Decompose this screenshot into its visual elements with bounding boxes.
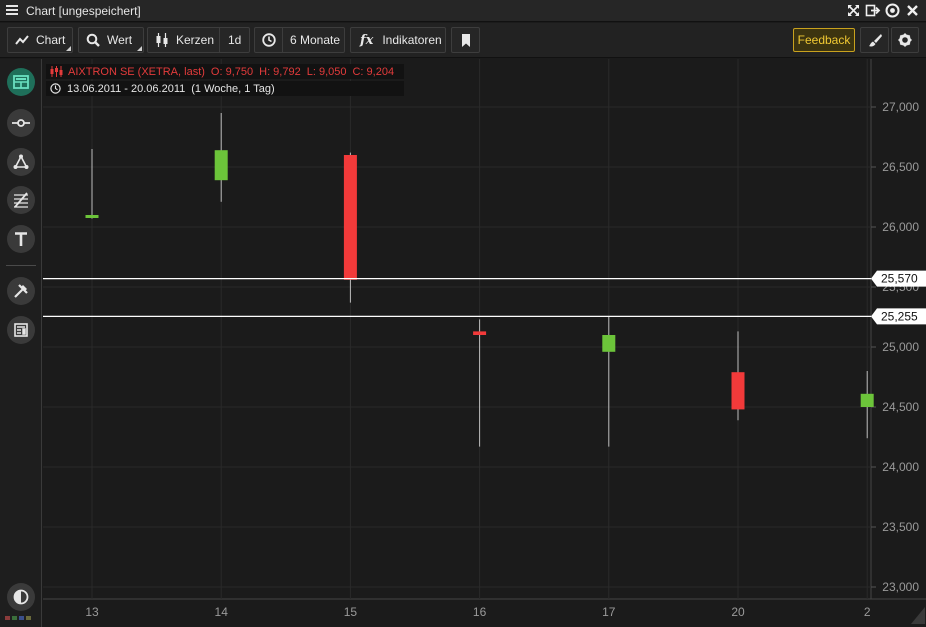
- price-marker-label: 25,570: [881, 272, 918, 286]
- function-icon: fx: [360, 32, 374, 48]
- interval-button[interactable]: 1d: [228, 33, 242, 47]
- y-tick-label: 24,500: [882, 400, 919, 414]
- indicators-label: Indikatoren: [382, 33, 442, 47]
- x-tick-label: 13: [85, 605, 99, 619]
- status-dots-icon: [5, 616, 31, 620]
- chart-legend: AIXTRON SE (XETRA, last) O: 9,750 H: 9,7…: [46, 64, 405, 98]
- layout-list-icon: [14, 323, 28, 337]
- price-marker-label: 25,255: [881, 309, 918, 323]
- chart-toolbar: Chart Wert Kerzen 1d 6 Monate fx Indikat: [0, 23, 926, 58]
- record-icon[interactable]: [884, 2, 901, 19]
- fullscreen-icon[interactable]: [845, 2, 862, 19]
- chart-type-label: Chart: [36, 33, 66, 47]
- toolbar-separator: [282, 28, 283, 52]
- chart-layout-button[interactable]: [7, 68, 35, 96]
- resolution-label: (1 Woche, 1 Tag): [191, 82, 275, 95]
- candle-body: [860, 393, 874, 407]
- contrast-icon: [13, 589, 29, 605]
- open-value: O: 9,750: [210, 65, 254, 78]
- candle-body: [343, 155, 357, 280]
- shape-tool-button[interactable]: [7, 148, 35, 176]
- settings-button[interactable]: [891, 27, 919, 53]
- candle-body: [214, 150, 228, 181]
- x-tick-label: 15: [344, 605, 358, 619]
- theme-toggle-button[interactable]: [7, 583, 35, 611]
- bookmark-button[interactable]: [451, 27, 480, 53]
- candles-group: Kerzen 1d: [147, 27, 250, 53]
- window-title: Chart [ungespeichert]: [26, 4, 141, 18]
- draw-button[interactable]: [860, 27, 889, 53]
- indicators-button[interactable]: fx Indikatoren: [350, 27, 446, 53]
- quote-row: AIXTRON SE (XETRA, last) O: 9,750 H: 9,7…: [46, 64, 405, 79]
- candles-button[interactable]: Kerzen: [148, 28, 219, 52]
- dropdown-corner-icon: [66, 46, 71, 51]
- y-tick-label: 24,000: [882, 460, 919, 474]
- x-tick-label: 2: [864, 605, 871, 619]
- window-title-bar: Chart [ungespeichert]: [0, 0, 926, 22]
- candles-label: Kerzen: [176, 33, 215, 47]
- chart-canvas[interactable]: 27,00026,50026,00025,50025,00024,50024,0…: [43, 59, 926, 627]
- close-value: C: 9,204: [352, 65, 395, 78]
- line-tool-icon: [12, 119, 30, 127]
- value-label: Wert: [107, 33, 133, 47]
- value-button[interactable]: Wert: [78, 27, 144, 53]
- tools-button[interactable]: [7, 277, 35, 305]
- close-icon[interactable]: [904, 2, 921, 19]
- settings-tools-icon: [14, 284, 28, 298]
- feedback-button[interactable]: Feedback: [793, 28, 855, 52]
- sidebar-divider: [6, 265, 36, 266]
- triangle-shape-icon: [13, 154, 29, 169]
- fibonacci-icon: [14, 192, 28, 208]
- date-range: 13.06.2011 - 20.06.2011: [67, 82, 186, 95]
- price-chart[interactable]: 27,000 26,500 26,000 25,500 25,000 24,500 24,0…: [43, 59, 926, 627]
- instrument-name: AIXTRON SE (XETRA, last): [68, 65, 205, 78]
- clock-icon: [262, 33, 276, 47]
- chart-type-button[interactable]: Chart: [7, 27, 73, 53]
- clock-icon: [50, 83, 61, 94]
- search-icon: [86, 33, 100, 47]
- fibonacci-tool-button[interactable]: [7, 186, 35, 214]
- candles-series-icon: [50, 66, 63, 77]
- detach-window-icon[interactable]: [864, 2, 881, 19]
- gear-icon: [898, 33, 912, 47]
- line-chart-icon: [15, 35, 29, 45]
- candle-body: [473, 331, 487, 335]
- x-tick-label: 20: [731, 605, 745, 619]
- y-tick-label: 23,500: [882, 520, 919, 534]
- line-tool-button[interactable]: [7, 109, 35, 137]
- chart-layout-icon: [13, 75, 29, 89]
- y-tick-label: 25,000: [882, 340, 919, 354]
- x-tick-label: 17: [602, 605, 616, 619]
- candle-body: [731, 372, 745, 410]
- price-marker: [871, 308, 926, 325]
- brush-icon: [868, 34, 882, 47]
- x-tick-label: 14: [215, 605, 229, 619]
- candle-body: [602, 335, 616, 352]
- x-tick-label: 16: [473, 605, 487, 619]
- y-tick-label: 26,500: [882, 160, 919, 174]
- resize-grip-icon[interactable]: [911, 607, 925, 624]
- text-tool-button[interactable]: [7, 225, 35, 253]
- text-tool-icon: [15, 232, 27, 246]
- menu-icon[interactable]: [6, 4, 18, 16]
- y-tick-label: 27,000: [882, 100, 919, 114]
- bookmark-icon: [461, 33, 470, 47]
- high-value: H: 9,792: [259, 65, 301, 78]
- period-label: 6 Monate: [290, 33, 341, 47]
- tool-sidebar: [0, 59, 42, 627]
- y-tick-label: 26,000: [882, 220, 919, 234]
- price-marker: [871, 270, 926, 287]
- low-value: L: 9,050: [306, 65, 347, 78]
- y-tick-label: 23,000: [882, 580, 919, 594]
- dropdown-corner-icon: [137, 46, 142, 51]
- candle-body: [85, 215, 99, 218]
- layout-list-button[interactable]: [7, 316, 35, 344]
- period-button[interactable]: 6 Monate: [254, 27, 345, 53]
- candlestick-icon: [156, 33, 168, 47]
- range-row: 13.06.2011 - 20.06.2011 (1 Woche, 1 Tag): [46, 81, 405, 96]
- toolbar-separator: [219, 28, 220, 52]
